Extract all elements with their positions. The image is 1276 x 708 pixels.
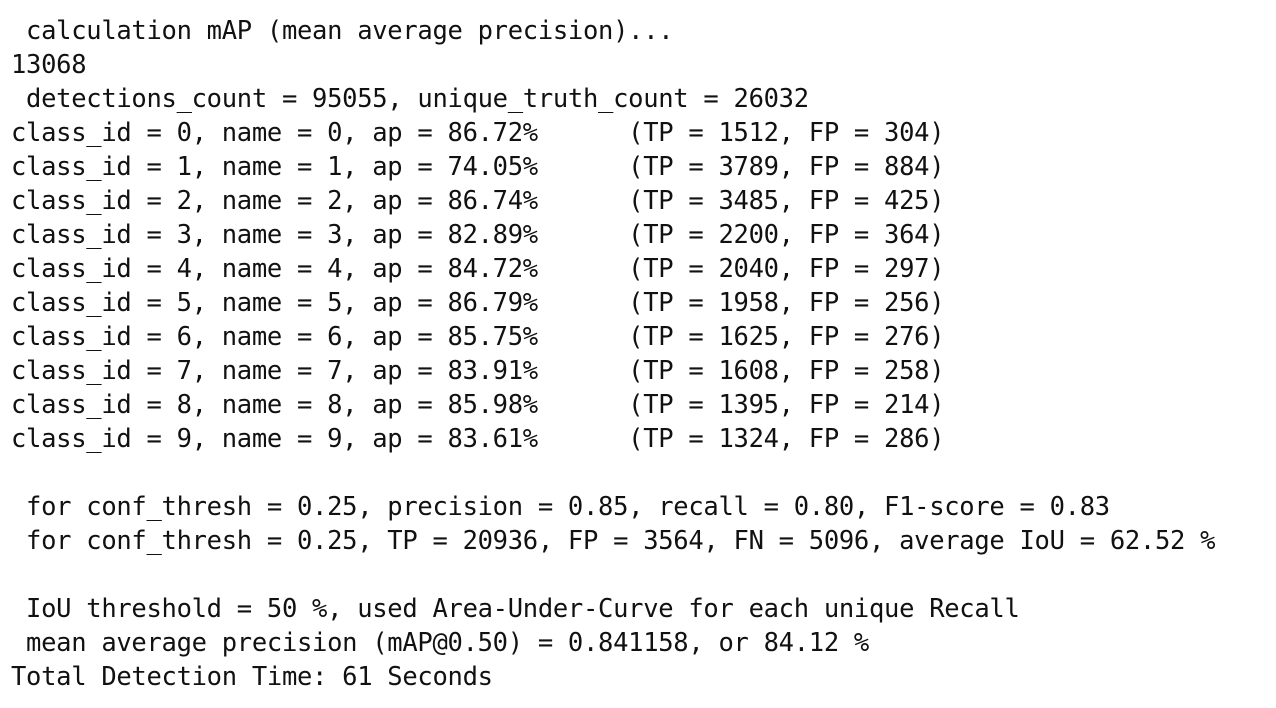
status-line-calculating: calculation mAP (mean average precision)… — [11, 16, 674, 46]
detections-count-line: detections_count = 95055, unique_truth_c… — [11, 84, 809, 114]
terminal-output: calculation mAP (mean average precision)… — [11, 14, 1273, 694]
class-ap-line-7: class_id = 7, name = 7, ap = 83.91% (TP … — [11, 356, 945, 386]
class-ap-line-0: class_id = 0, name = 0, ap = 86.72% (TP … — [11, 118, 945, 148]
map-result-line: mean average precision (mAP@0.50) = 0.84… — [11, 628, 869, 658]
class-ap-line-9: class_id = 9, name = 9, ap = 83.61% (TP … — [11, 424, 945, 454]
class-ap-line-5: class_id = 5, name = 5, ap = 86.79% (TP … — [11, 288, 945, 318]
blank-line — [11, 456, 1273, 490]
detection-time-line: Total Detection Time: 61 Seconds — [11, 662, 493, 692]
class-ap-line-2: class_id = 2, name = 2, ap = 86.74% (TP … — [11, 186, 945, 216]
iou-threshold-line: IoU threshold = 50 %, used Area-Under-Cu… — [11, 594, 1020, 624]
class-ap-line-4: class_id = 4, name = 4, ap = 84.72% (TP … — [11, 254, 945, 284]
blank-line — [11, 558, 1273, 592]
class-ap-line-6: class_id = 6, name = 6, ap = 85.75% (TP … — [11, 322, 945, 352]
precision-recall-line: for conf_thresh = 0.25, precision = 0.85… — [11, 492, 1110, 522]
class-ap-line-3: class_id = 3, name = 3, ap = 82.89% (TP … — [11, 220, 945, 250]
class-ap-line-1: class_id = 1, name = 1, ap = 74.05% (TP … — [11, 152, 945, 182]
class-ap-line-8: class_id = 8, name = 8, ap = 85.98% (TP … — [11, 390, 945, 420]
image-count-line: 13068 — [11, 50, 87, 80]
tp-fp-fn-iou-line: for conf_thresh = 0.25, TP = 20936, FP =… — [11, 526, 1216, 556]
